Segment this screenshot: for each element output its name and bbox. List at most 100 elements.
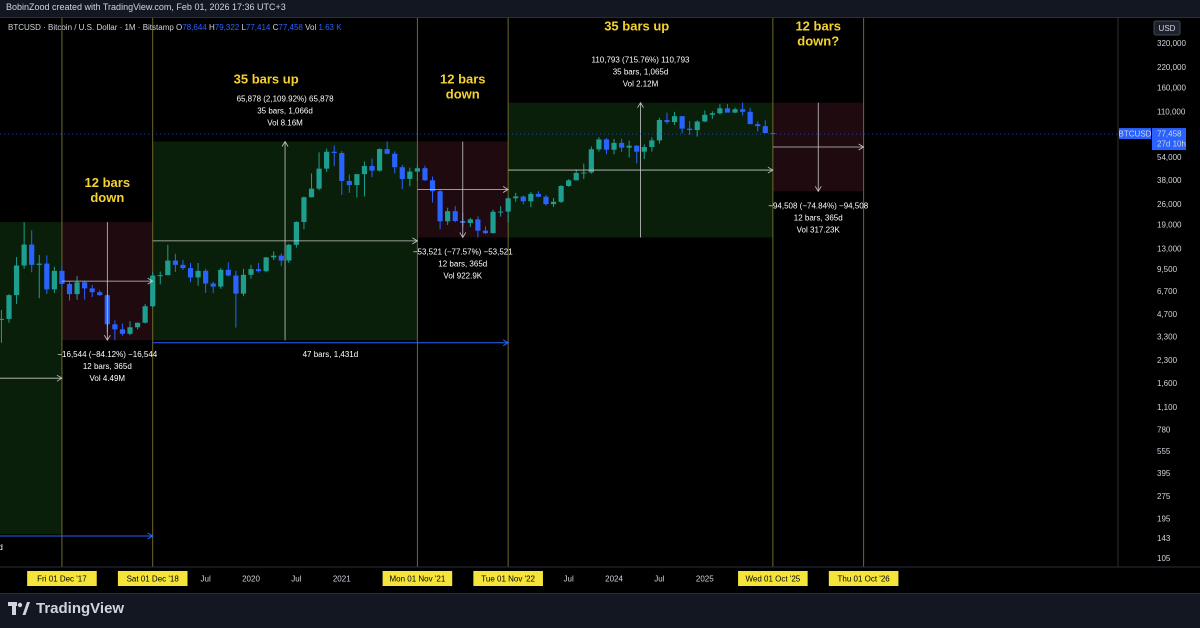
candle-body <box>361 166 368 175</box>
time-tick-label: 2020 <box>242 575 260 584</box>
time-tick-label: Jul <box>291 575 301 584</box>
measure-text: 35 bars, 1,066d <box>257 106 313 115</box>
time-tick-highlight <box>117 571 188 586</box>
legend-ohlc-value: 77,414 <box>246 23 273 32</box>
footer: TradingView <box>0 593 1200 628</box>
candle-body <box>702 114 708 122</box>
time-tick-label: Jul <box>654 575 664 584</box>
candle-body <box>770 133 776 135</box>
candle-body <box>248 269 254 275</box>
date-range-arrow <box>502 339 510 347</box>
price-axis[interactable]: 105 143 195 275 395 555 780 1,100 1,600 2,300 3,30… <box>1117 17 1200 567</box>
measure-h-arrow <box>56 374 63 382</box>
candle-body <box>339 152 345 181</box>
price-tick-label: 160,000 <box>1157 83 1186 92</box>
candle-body <box>392 153 398 168</box>
measure-h-arrow <box>502 186 509 193</box>
date-range-text: 47 bars, 1,431d <box>303 350 359 359</box>
time-tick-label: Fri 01 Dec '17 <box>37 575 87 584</box>
legend-ohlc-label: O <box>176 23 182 32</box>
measure-text: 12 bars, 365d <box>438 259 487 268</box>
candle-body <box>634 145 640 152</box>
measure-text: Vol 317.23K <box>797 225 841 234</box>
price-tick-label: 275 <box>1157 492 1171 501</box>
price-tick-label: 195 <box>1157 514 1171 523</box>
time-tick-label: 2024 <box>605 575 623 584</box>
candle-body <box>271 255 277 258</box>
candle-body <box>687 128 693 131</box>
candle-body <box>762 126 768 134</box>
candle-body <box>513 196 519 199</box>
candle-body <box>187 268 194 278</box>
candle-body <box>671 116 678 123</box>
candle-body <box>445 211 451 222</box>
phase-label: down <box>90 190 124 205</box>
time-tick-highlight <box>473 571 543 586</box>
candle-body <box>588 149 594 173</box>
candle-body <box>414 168 421 172</box>
candle-body <box>558 185 564 202</box>
candle-body <box>59 270 65 284</box>
price-tick-label: 555 <box>1157 447 1171 456</box>
price-tick-label: 3,300 <box>1157 333 1178 342</box>
candle-body <box>475 219 481 231</box>
tradingview-logo[interactable]: TradingView <box>8 600 124 617</box>
legend-vol-value: 1.63 K <box>318 23 342 32</box>
candle-body <box>142 306 148 323</box>
time-axis[interactable]: JulThu 01 Jan '15Jul2016Jul2017Fri 01 De… <box>0 566 1200 593</box>
measure-text: −94,508 (−74.84%) −94,508 <box>768 201 868 210</box>
candle-body <box>437 191 443 222</box>
price-tick-label: 6,700 <box>1157 287 1178 296</box>
candle-body <box>119 329 126 334</box>
candle-body <box>301 197 307 222</box>
price-tick-label: 1,100 <box>1157 403 1178 412</box>
candle-body <box>180 264 186 269</box>
phase-label: down <box>446 87 480 102</box>
candle-body <box>286 244 292 261</box>
candle-body <box>89 288 95 293</box>
candle-body <box>603 139 610 150</box>
candle-body <box>490 211 496 234</box>
time-tick-highlight <box>382 571 453 586</box>
candle-body <box>566 180 572 186</box>
legend-ohlc-value: 77,458 <box>278 23 305 32</box>
measure-text: −53,521 (−77.57%) −53,521 <box>413 247 513 256</box>
candle-body <box>724 108 731 113</box>
candle-body <box>573 172 579 181</box>
measure-text: 12 bars, 365d <box>83 362 132 371</box>
candle-body <box>376 149 383 171</box>
legend-ohlc-value: 79,322 <box>215 23 242 32</box>
measure-v-arrow <box>814 186 822 193</box>
candle-body <box>649 140 655 148</box>
candle-body <box>384 149 390 154</box>
candle-body <box>13 265 20 296</box>
candle-body <box>429 180 436 192</box>
candle-body <box>82 282 88 289</box>
measure-v-arrow <box>459 232 467 239</box>
price-tag-value: 77,458 <box>1157 130 1182 139</box>
measure-text: −16,544 (−84.12%) −16,544 <box>57 350 157 359</box>
candle-body <box>543 196 549 205</box>
candle-body <box>596 139 602 150</box>
candle-body <box>218 269 224 287</box>
candle-body <box>354 174 360 186</box>
tradingview-logo-icon <box>8 602 30 615</box>
phase-label: 35 bars up <box>604 18 669 33</box>
measure-v-arrow <box>637 101 644 108</box>
price-tick-label: 395 <box>1157 469 1171 478</box>
time-tick-label: Wed 01 Oct '25 <box>745 575 800 584</box>
candle-body <box>165 260 171 276</box>
candle-body <box>278 255 284 261</box>
candle-body <box>452 211 458 221</box>
candle-body <box>0 318 5 320</box>
candle-body <box>656 120 663 141</box>
price-tick-label: 780 <box>1157 425 1171 434</box>
candle-body <box>679 116 685 129</box>
legend-ohlc-label: C <box>273 23 279 32</box>
candle-body <box>74 282 80 295</box>
measure-h-arrow <box>412 237 419 245</box>
candle-body <box>407 171 413 179</box>
credit-text: BobinZood created with TradingView.com, … <box>6 2 286 12</box>
